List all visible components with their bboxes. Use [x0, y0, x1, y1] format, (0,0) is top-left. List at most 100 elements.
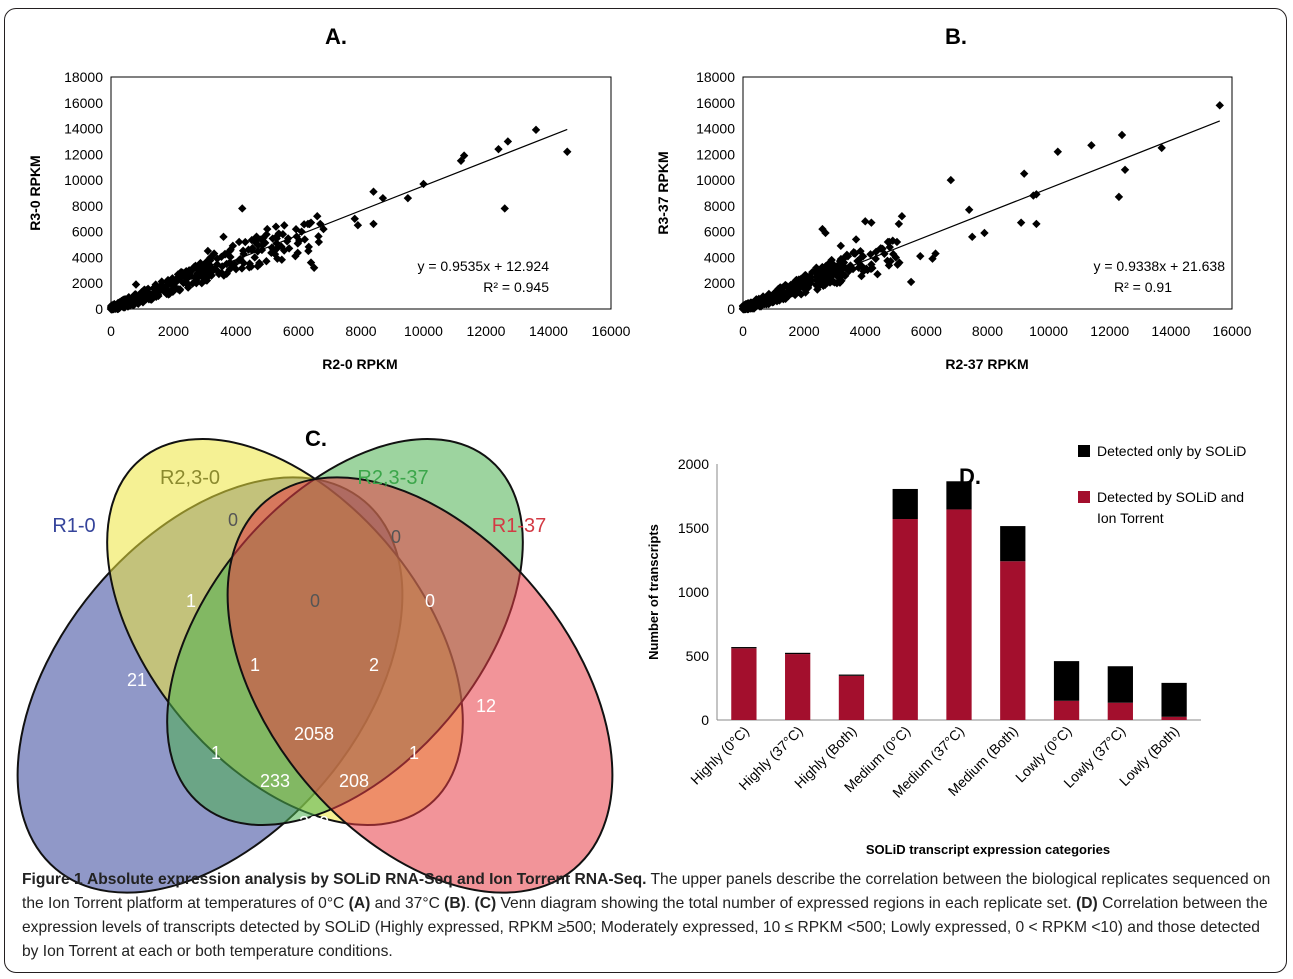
scatter-point: [1157, 143, 1166, 153]
bar-segment: [946, 509, 972, 720]
scatter-point: [217, 262, 227, 271]
scatter-point: [147, 290, 156, 300]
bar-segment: [946, 481, 972, 510]
figure-border: [4, 8, 1287, 973]
scatter-point: [769, 294, 778, 303]
x-tick-label: 14000: [529, 323, 568, 339]
scatter-point: [1016, 218, 1026, 227]
scatter-point: [873, 270, 882, 279]
scatter-point: [214, 269, 224, 279]
panel-label-a: A.: [325, 24, 347, 49]
scatter-point: [964, 205, 974, 214]
scatter-point: [272, 244, 282, 253]
venn-count-r1-0-r1-37: 290: [299, 813, 329, 833]
scatter-point: [253, 241, 263, 250]
scatter-point: [304, 242, 313, 252]
scatter-point: [980, 228, 989, 238]
scatter-point: [226, 252, 235, 262]
scatter-point: [184, 271, 194, 280]
bar-segment: [785, 654, 811, 720]
scatter-point: [134, 295, 144, 305]
scatter-point: [271, 222, 281, 231]
y-tick-label: 10000: [696, 172, 735, 188]
scatter-point: [178, 268, 188, 278]
scatter-point: [268, 234, 277, 243]
scatter-point: [459, 151, 469, 160]
scatter-point: [175, 286, 184, 295]
scatter-point: [222, 269, 231, 278]
y-axis-label-a: R3-0 RPKM: [27, 155, 43, 230]
bar-segment: [1000, 526, 1026, 562]
x-tick-label: 12000: [1090, 323, 1129, 339]
scatter-point: [297, 227, 306, 236]
scatter-point: [300, 235, 309, 244]
venn-count-r1-0-r23-0-r23-37: 1: [250, 655, 260, 675]
set-label-r1-37: R1-37: [492, 515, 546, 537]
legend-swatch-solid-only: [1078, 445, 1090, 457]
venn-count-r23-0-only: 0: [228, 510, 238, 530]
x-tick-label: 8000: [972, 323, 1003, 339]
venn-count-r1-0-only: 21: [127, 670, 147, 690]
scatter-point: [369, 187, 378, 196]
scatter-point: [851, 235, 861, 244]
scatter-point: [1053, 147, 1062, 156]
trendline-a: [110, 128, 568, 310]
scatter-point: [906, 277, 916, 287]
scatter-point: [194, 262, 203, 271]
y-tick-label: 14000: [696, 121, 735, 137]
bar-segment: [731, 647, 757, 649]
y-tick-label: 500: [686, 648, 710, 664]
y-tick-label: 16000: [64, 95, 103, 111]
scatter-point: [131, 280, 141, 289]
scatter-point: [350, 214, 359, 223]
scatter-point: [162, 277, 172, 286]
scatter-point: [861, 217, 870, 226]
scatter-point: [916, 251, 925, 261]
scatter-point: [403, 193, 413, 203]
scatter-point: [1087, 141, 1096, 150]
y-tick-label: 8000: [704, 198, 735, 214]
plot-area-a: [110, 76, 612, 310]
x-axis-label-b: R2-37 RPKM: [945, 356, 1028, 372]
scatter-point: [202, 271, 212, 280]
scatter-point: [263, 224, 272, 234]
bar-segment: [1161, 716, 1187, 720]
x-tick-label: 0: [107, 323, 115, 339]
y-axis-label-b: R3-37 RPKM: [655, 151, 671, 234]
y-tick-label: 12000: [64, 146, 103, 162]
venn-count-r1-0-r23-0-r1-37: 208: [339, 771, 369, 791]
scatter-point: [141, 293, 150, 302]
scatter-point: [1215, 101, 1224, 110]
scatter-point: [228, 241, 238, 251]
scatter-point: [219, 271, 229, 280]
y-tick-label: 16000: [696, 95, 735, 111]
scatter-point: [1032, 219, 1041, 229]
x-tick-label: 4000: [850, 323, 881, 339]
scatter-point: [197, 278, 206, 288]
scatter-point: [836, 241, 845, 251]
y-tick-label: 0: [701, 712, 709, 728]
scatter-point: [946, 175, 956, 185]
scatter-point: [256, 235, 266, 244]
x-tick-label: 14000: [1151, 323, 1190, 339]
scatter-point: [500, 204, 509, 213]
scatter-point: [262, 230, 271, 239]
scatter-point: [245, 263, 254, 272]
caption-text-5: Correlation between the expression level…: [22, 895, 1268, 960]
scatter-point: [378, 193, 388, 203]
y-tick-label: 12000: [696, 146, 735, 162]
bar-segment: [1107, 702, 1133, 720]
x-tick-label: 2000: [158, 323, 189, 339]
scatter-point: [758, 292, 768, 301]
y-tick-label: 0: [727, 301, 735, 317]
y-tick-label: 6000: [72, 224, 103, 240]
x-tick-label: 8000: [345, 323, 376, 339]
x-tick-label: 0: [739, 323, 747, 339]
scatter-point: [155, 284, 164, 294]
bar-segment: [731, 648, 757, 720]
x-tick-label: 12000: [467, 323, 506, 339]
scatter-point: [531, 125, 541, 135]
equation-a: y = 0.9535x + 12.924: [417, 258, 549, 274]
caption-text-3: .: [465, 895, 475, 912]
